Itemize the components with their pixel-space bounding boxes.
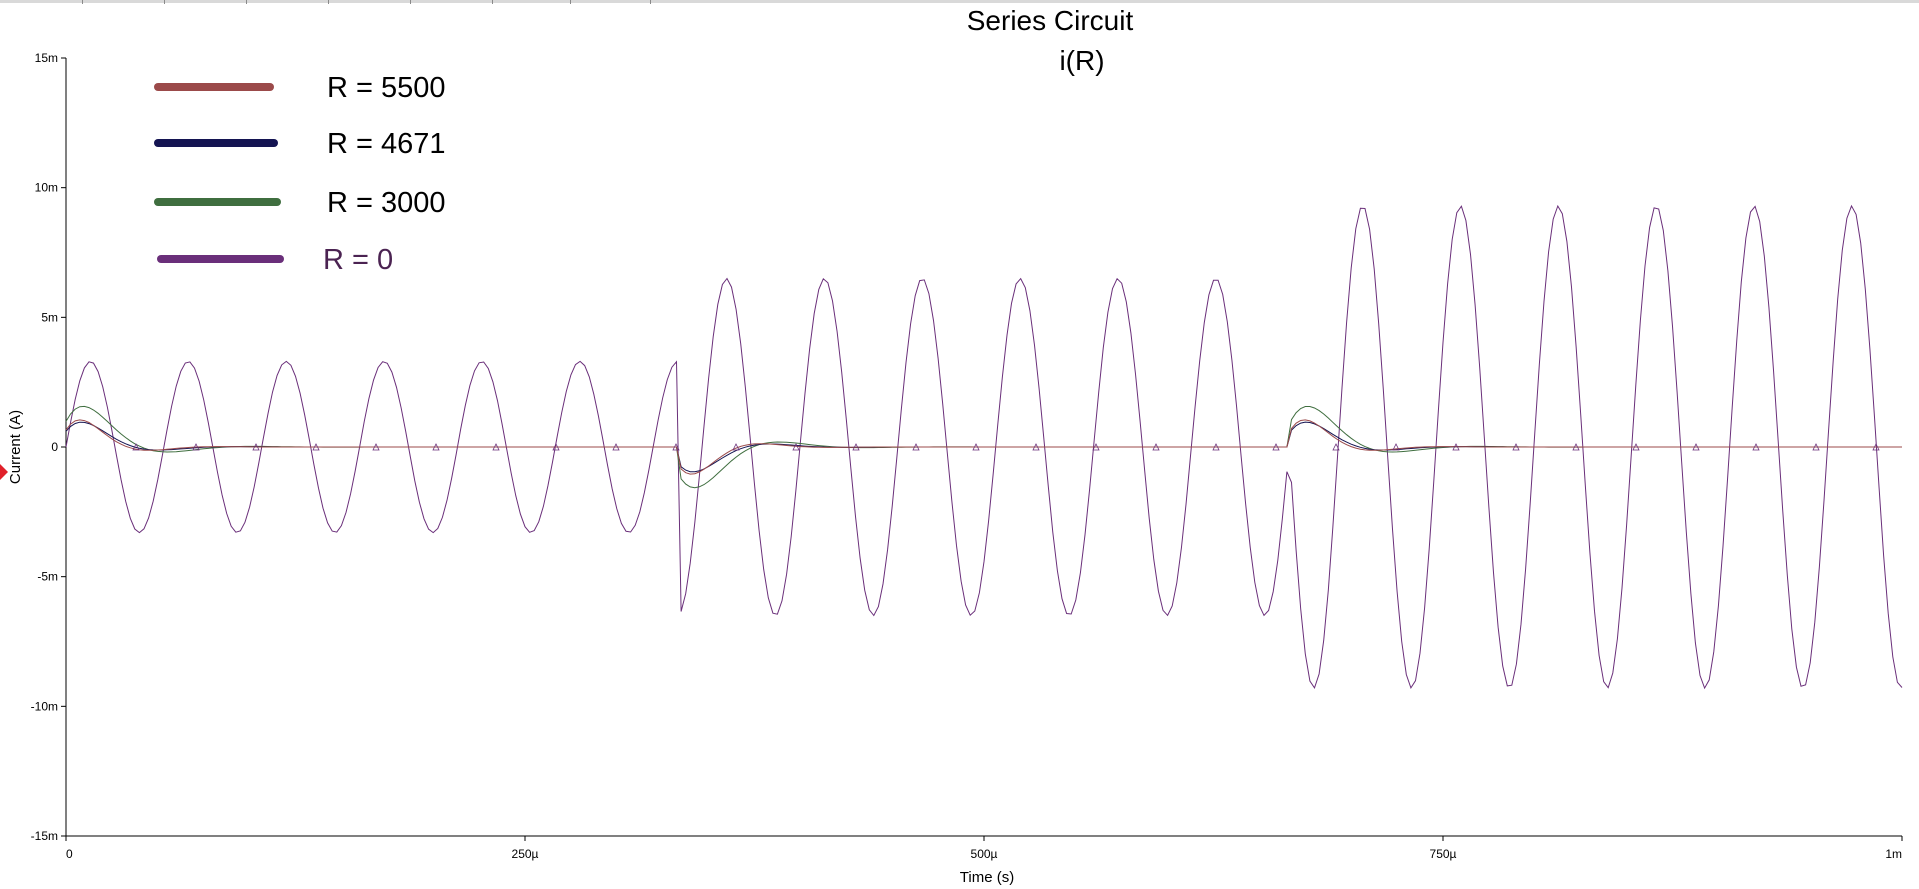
data-point-marker xyxy=(1452,443,1460,451)
y-tick-label: -10m xyxy=(31,699,58,713)
data-point-marker xyxy=(672,443,680,451)
data-point-marker xyxy=(552,443,560,451)
legend-label-0: R = 5500 xyxy=(327,72,446,104)
data-point-marker xyxy=(852,443,860,451)
data-point-marker xyxy=(1152,443,1160,451)
data-point-marker xyxy=(312,443,320,451)
data-point-marker xyxy=(1272,443,1280,451)
x-tick-label: 0 xyxy=(66,847,73,861)
tab-separator xyxy=(650,0,651,4)
y-tick-label: 10m xyxy=(35,181,58,195)
series-line-0 xyxy=(65,419,1902,475)
data-point-marker xyxy=(1572,443,1580,451)
y-tick-label: 5m xyxy=(41,310,58,324)
data-point-marker xyxy=(192,443,200,451)
x-tick-label: 1m xyxy=(1885,847,1902,861)
tab-separator xyxy=(492,0,493,4)
data-point-marker xyxy=(432,443,440,451)
data-point-marker xyxy=(492,443,500,451)
data-point-marker xyxy=(612,443,620,451)
data-point-marker xyxy=(912,443,920,451)
legend-label-3: R = 0 xyxy=(323,244,393,276)
y-tick-label: 0 xyxy=(51,440,58,454)
data-point-marker xyxy=(1872,443,1880,451)
tab-separator xyxy=(246,0,247,4)
tab-separator xyxy=(570,0,571,4)
cursor-marker-icon[interactable] xyxy=(0,464,8,480)
data-point-marker xyxy=(1812,443,1820,451)
data-point-marker xyxy=(1212,443,1220,451)
data-point-marker xyxy=(1392,443,1400,451)
tab-separator xyxy=(328,0,329,4)
tab-separator xyxy=(164,0,165,4)
data-point-marker xyxy=(732,443,740,451)
x-ticks: 0 250µ 500µ 750µ 1m xyxy=(65,836,1903,861)
data-point-marker xyxy=(252,443,260,451)
x-tick-label: 500µ xyxy=(971,847,998,861)
chart-subtitle: i(R) xyxy=(1059,45,1104,76)
data-point-marker xyxy=(1692,443,1700,451)
legend: R = 5500 R = 4671 R = 3000 R = 0 xyxy=(154,72,446,276)
data-point-marker xyxy=(1332,443,1340,451)
y-ticks: 15m 10m 5m 0 -5m -10m -15m xyxy=(31,51,66,843)
data-point-marker xyxy=(1092,443,1100,451)
y-tick-label: -5m xyxy=(37,570,58,584)
legend-label-1: R = 4671 xyxy=(327,128,446,160)
data-point-marker xyxy=(1632,443,1640,451)
x-tick-label: 750µ xyxy=(1430,847,1457,861)
data-point-marker xyxy=(1752,443,1760,451)
top-tab-strip xyxy=(0,0,1919,3)
data-point-marker xyxy=(1032,443,1040,451)
x-axis-title: Time (s) xyxy=(960,869,1014,886)
data-point-marker xyxy=(132,443,140,451)
tab-separator xyxy=(410,0,411,4)
legend-label-2: R = 3000 xyxy=(327,187,446,219)
plot-area xyxy=(65,204,1903,690)
series-line-3 xyxy=(65,204,1903,690)
tab-separator xyxy=(82,0,83,4)
data-point-marker xyxy=(1512,443,1520,451)
chart-title: Series Circuit xyxy=(967,5,1134,36)
y-tick-label: 15m xyxy=(35,51,58,65)
data-point-marker xyxy=(792,443,800,451)
x-tick-label: 250µ xyxy=(512,847,539,861)
y-tick-label: -15m xyxy=(31,829,58,843)
data-point-marker xyxy=(372,443,380,451)
y-axis-title: Current (A) xyxy=(7,410,24,484)
data-point-marker xyxy=(972,443,980,451)
